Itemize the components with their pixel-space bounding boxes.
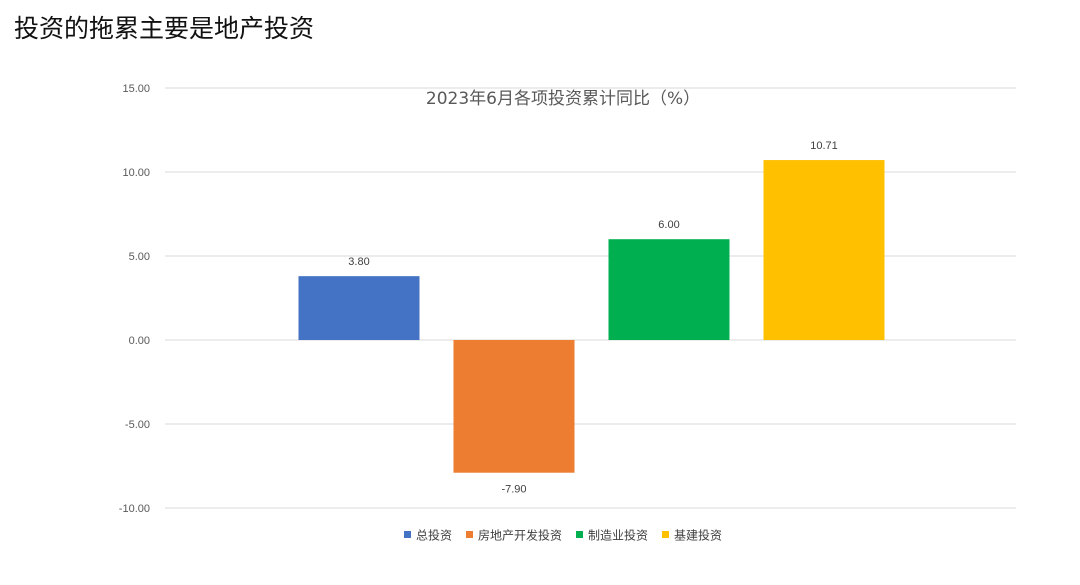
data-label: 10.71: [810, 140, 838, 152]
y-axis-tick-labels: 15.00 10.00 5.00 0.00 -5.00 -10.00: [119, 83, 150, 515]
bar-4: [763, 160, 885, 340]
legend-entry: 总投资: [416, 528, 452, 543]
data-label: -7.90: [501, 484, 526, 496]
bars: [298, 160, 885, 473]
legend-entry: 基建投资: [674, 528, 722, 543]
chart-title: 2023年6月各项投资累计同比（%）: [426, 89, 700, 109]
y-tick-label: 10.00: [122, 167, 150, 179]
bar-2: [453, 340, 575, 473]
y-tick-label: 15.00: [122, 83, 150, 95]
legend-swatch: [662, 531, 669, 538]
bar-3: [608, 239, 730, 340]
y-tick-label: 0.00: [129, 335, 150, 347]
legend-entry: 制造业投资: [588, 528, 648, 543]
data-label: 3.80: [348, 256, 369, 268]
data-labels: 3.80 -7.90 6.00 10.71: [348, 140, 837, 496]
legend-swatch: [404, 531, 411, 538]
page-title: 投资的拖累主要是地产投资: [14, 14, 315, 43]
y-tick-label: 5.00: [129, 251, 150, 263]
data-label: 6.00: [658, 219, 679, 231]
legend-swatch: [466, 531, 473, 538]
y-tick-label: -10.00: [119, 503, 150, 515]
legend-swatch: [576, 531, 583, 538]
legend: 总投资 房地产开发投资 制造业投资 基建投资: [404, 528, 722, 543]
gridlines: [165, 87, 1016, 509]
bar-1: [298, 276, 420, 340]
legend-entry: 房地产开发投资: [478, 528, 562, 543]
y-tick-label: -5.00: [125, 419, 150, 431]
